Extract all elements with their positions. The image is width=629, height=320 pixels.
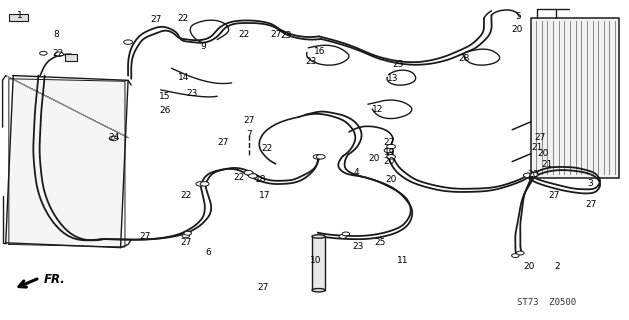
Circle shape bbox=[316, 155, 325, 159]
Text: 16: 16 bbox=[314, 47, 325, 56]
Text: 12: 12 bbox=[372, 105, 383, 114]
Text: 20: 20 bbox=[527, 170, 538, 179]
Circle shape bbox=[516, 251, 524, 255]
Circle shape bbox=[387, 155, 396, 159]
Text: 22: 22 bbox=[238, 30, 250, 39]
Circle shape bbox=[55, 52, 64, 56]
Text: 27: 27 bbox=[140, 232, 151, 241]
Bar bbox=[312, 236, 325, 290]
Text: 20: 20 bbox=[386, 175, 397, 184]
Text: 21: 21 bbox=[532, 143, 543, 152]
Text: 22: 22 bbox=[177, 14, 188, 23]
Circle shape bbox=[313, 155, 322, 159]
Text: 13: 13 bbox=[387, 74, 399, 83]
Text: 23: 23 bbox=[281, 31, 292, 40]
Text: FR.: FR. bbox=[43, 273, 65, 286]
Circle shape bbox=[387, 144, 396, 149]
Text: 5: 5 bbox=[516, 12, 521, 21]
Text: 10: 10 bbox=[310, 256, 321, 265]
Text: 27: 27 bbox=[383, 138, 394, 147]
Circle shape bbox=[200, 182, 209, 186]
Text: 26: 26 bbox=[159, 106, 171, 115]
Text: 22: 22 bbox=[181, 190, 191, 200]
Circle shape bbox=[523, 173, 532, 178]
Text: 20: 20 bbox=[369, 154, 380, 163]
Text: 20: 20 bbox=[383, 157, 394, 166]
Circle shape bbox=[339, 235, 347, 238]
Circle shape bbox=[530, 172, 538, 177]
Text: 28: 28 bbox=[458, 53, 470, 62]
Text: 27: 27 bbox=[585, 200, 596, 209]
Circle shape bbox=[124, 40, 133, 44]
Text: 14: 14 bbox=[178, 73, 190, 82]
Polygon shape bbox=[6, 76, 128, 248]
Bar bbox=[65, 54, 77, 60]
Text: 27: 27 bbox=[243, 116, 254, 125]
Text: 22: 22 bbox=[233, 173, 245, 182]
Circle shape bbox=[196, 182, 204, 186]
Text: 17: 17 bbox=[259, 190, 270, 200]
Text: 18: 18 bbox=[255, 175, 267, 184]
Text: 8: 8 bbox=[53, 30, 58, 39]
Text: 22: 22 bbox=[262, 144, 273, 153]
Text: 27: 27 bbox=[270, 30, 281, 39]
Text: 23: 23 bbox=[306, 57, 317, 66]
Circle shape bbox=[384, 148, 393, 153]
Bar bbox=[531, 18, 619, 178]
Circle shape bbox=[40, 51, 47, 55]
Circle shape bbox=[109, 136, 118, 140]
Ellipse shape bbox=[312, 289, 325, 292]
Text: ST73  Z0500: ST73 Z0500 bbox=[517, 298, 576, 307]
Circle shape bbox=[248, 174, 257, 178]
Text: 2: 2 bbox=[554, 262, 560, 271]
Text: 24: 24 bbox=[108, 133, 120, 142]
Circle shape bbox=[342, 232, 350, 236]
Bar bbox=[9, 14, 28, 21]
Text: 25: 25 bbox=[375, 238, 386, 247]
Ellipse shape bbox=[312, 235, 325, 238]
Text: 20: 20 bbox=[523, 262, 535, 271]
Text: 1: 1 bbox=[16, 11, 23, 20]
Text: 3: 3 bbox=[587, 180, 594, 188]
Text: 6: 6 bbox=[205, 248, 211, 257]
Text: 11: 11 bbox=[397, 256, 408, 265]
Text: 27: 27 bbox=[218, 138, 229, 147]
Text: 20: 20 bbox=[511, 25, 522, 34]
Text: 27: 27 bbox=[535, 133, 546, 142]
Text: 7: 7 bbox=[246, 130, 252, 139]
Text: 23: 23 bbox=[392, 60, 404, 69]
Text: 21: 21 bbox=[541, 160, 552, 169]
Circle shape bbox=[244, 171, 253, 175]
Text: 27: 27 bbox=[151, 15, 162, 24]
Circle shape bbox=[184, 231, 191, 235]
Text: 22: 22 bbox=[53, 49, 64, 58]
Text: 27: 27 bbox=[548, 190, 560, 200]
Text: 23: 23 bbox=[353, 242, 364, 251]
Text: 19: 19 bbox=[384, 148, 396, 156]
Text: 20: 20 bbox=[537, 149, 548, 158]
Text: 15: 15 bbox=[159, 92, 171, 101]
Text: 23: 23 bbox=[186, 89, 198, 98]
Text: 27: 27 bbox=[180, 238, 191, 247]
Circle shape bbox=[511, 254, 519, 258]
Circle shape bbox=[182, 234, 189, 238]
Text: 9: 9 bbox=[200, 42, 206, 52]
Text: 27: 27 bbox=[257, 283, 269, 292]
Text: 4: 4 bbox=[353, 168, 359, 177]
